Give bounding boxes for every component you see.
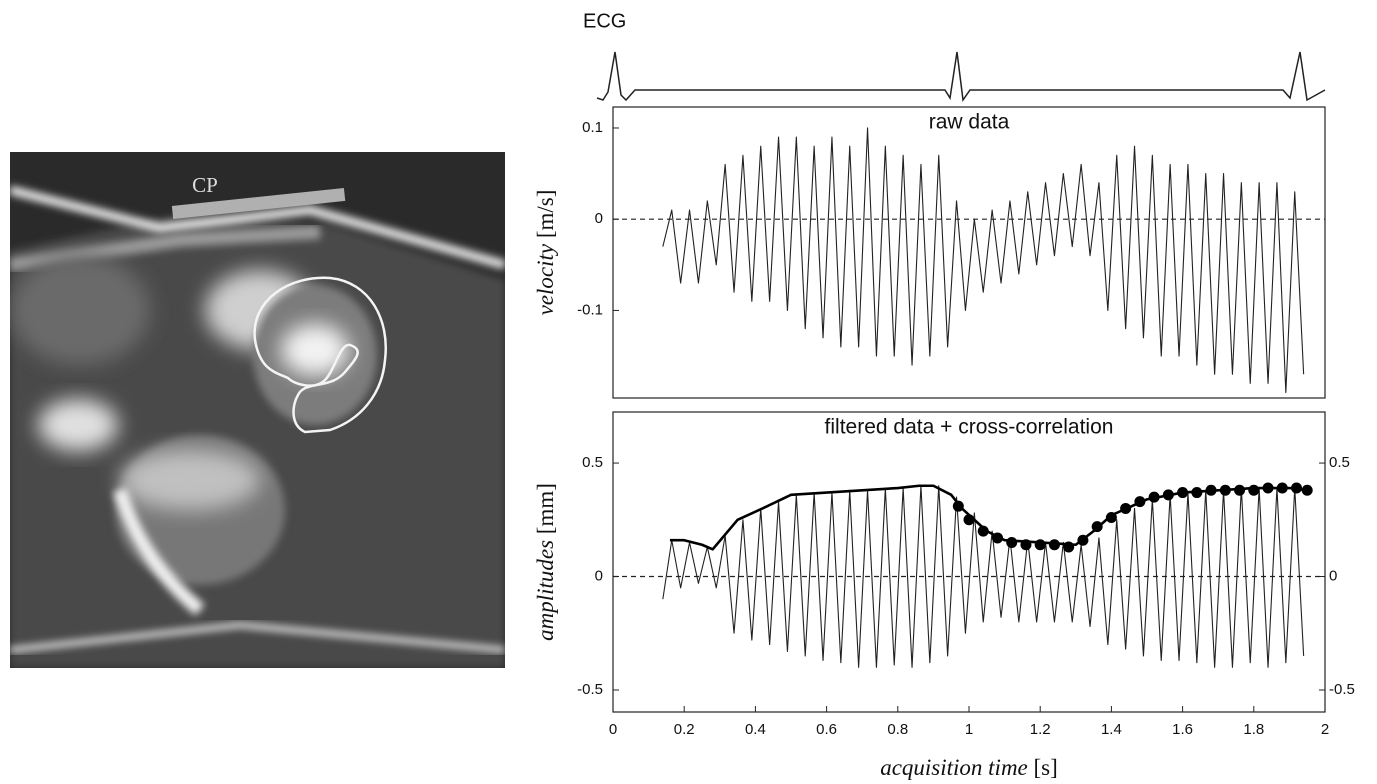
y-tick-label: 0.5: [582, 454, 603, 471]
axis-label: amplitudes [mm]: [533, 483, 558, 641]
plot-frame: [612, 411, 1326, 713]
y-tick-label: -0.1: [577, 301, 603, 318]
axis-label-name: acquisition time: [880, 755, 1028, 780]
data-point: [1034, 539, 1046, 551]
x-tick-label: 1.8: [1243, 721, 1264, 738]
data-point: [1219, 484, 1231, 496]
x-tick-label: 1.4: [1101, 721, 1122, 738]
data-point: [991, 532, 1003, 544]
axis-label-unit: [m/s]: [533, 190, 558, 239]
ecg-label: ECG: [583, 10, 626, 32]
x-tick-label: 1.2: [1030, 721, 1051, 738]
x-tick-label: 0: [609, 721, 617, 738]
x-tick-label: 2: [1321, 721, 1329, 738]
data-line: [662, 485, 1305, 668]
data-point: [1248, 484, 1260, 496]
data-point: [1134, 496, 1146, 508]
x-tick-label: 0.2: [674, 721, 695, 738]
x-tick-label: 0.4: [745, 721, 766, 738]
axis-label: acquisition time [s]: [880, 755, 1058, 780]
data-point: [1020, 539, 1032, 551]
data-point: [1177, 487, 1189, 499]
data-point: [1262, 482, 1274, 494]
data-point: [1006, 536, 1018, 548]
data-point: [963, 514, 975, 526]
data-point: [1291, 482, 1303, 494]
ecg-trace: [596, 51, 1326, 103]
data-point: [1091, 521, 1103, 533]
axis-label-unit: [mm]: [533, 483, 558, 534]
x-tick-label: 1.6: [1172, 721, 1193, 738]
data-point: [1191, 487, 1203, 499]
data-point: [1120, 502, 1132, 514]
axis-label-name: amplitudes: [533, 540, 558, 641]
x-tick-label: 0.6: [816, 721, 837, 738]
data-point: [1205, 484, 1217, 496]
axis-label-unit: [s]: [1034, 755, 1058, 780]
y-tick-label: 0: [595, 210, 603, 227]
data-point: [952, 500, 964, 512]
data-point: [1234, 484, 1246, 496]
x-tick-label: 1: [965, 721, 973, 738]
data-point: [1276, 482, 1288, 494]
y-tick-label: 0.1: [582, 119, 603, 136]
data-point: [1048, 539, 1060, 551]
y2-tick-label: -0.5: [1329, 681, 1355, 698]
data-point: [1105, 512, 1117, 524]
axis-label: velocity [m/s]: [533, 190, 558, 316]
x-tick-label: 0.8: [887, 721, 908, 738]
data-point: [977, 525, 989, 537]
charts: raw data 0.1 0 -0.1 velocity [m/s] filtered d…: [533, 106, 1355, 780]
cp-label: CP: [192, 173, 218, 197]
chart-title: filtered data + cross-correlation: [825, 416, 1114, 439]
y-tick-label: -0.5: [577, 681, 603, 698]
y-tick-label: 0: [595, 567, 603, 584]
y2-tick-label: 0: [1329, 567, 1337, 584]
data-point: [1301, 484, 1313, 496]
data-point: [1063, 541, 1075, 553]
mri-image: [10, 152, 505, 668]
chart-title: raw data: [929, 111, 1010, 134]
data-point: [1148, 491, 1160, 503]
data-point: [1162, 489, 1174, 501]
data-point: [1077, 534, 1089, 546]
y2-tick-label: 0.5: [1329, 454, 1350, 471]
data-line: [662, 127, 1305, 394]
axis-label-name: velocity: [533, 243, 558, 315]
plot-frame: [612, 106, 1326, 399]
